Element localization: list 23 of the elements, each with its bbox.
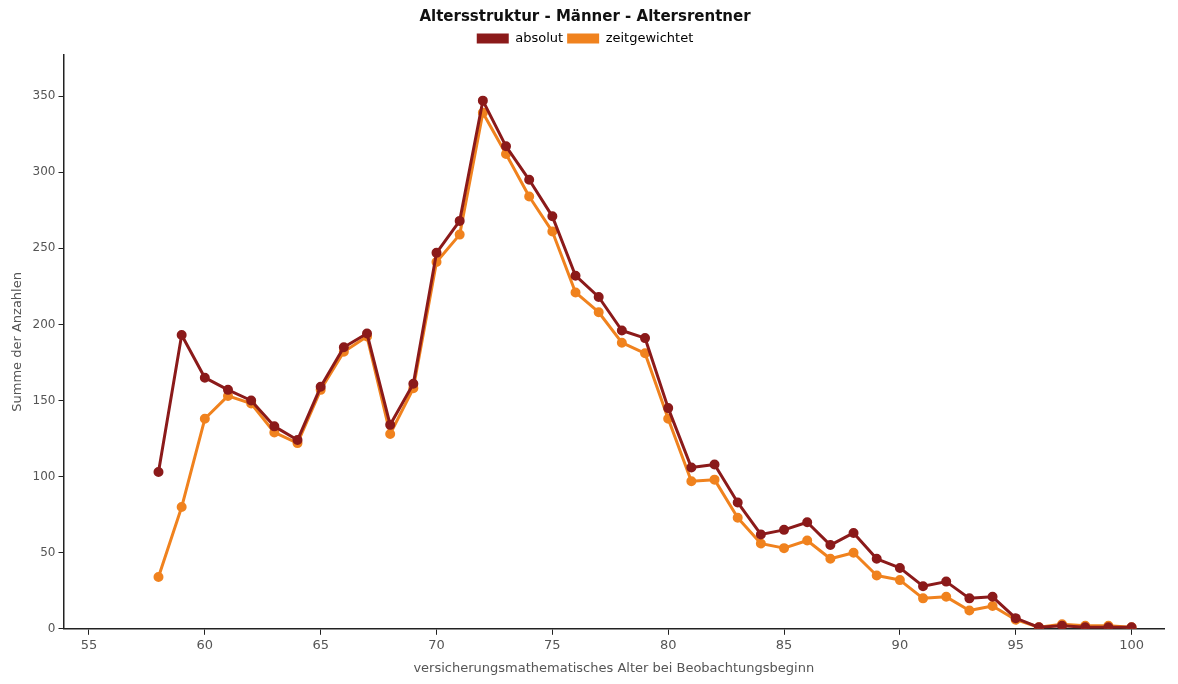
y-tick-label: 150 — [32, 392, 56, 407]
x-tick-label: 55 — [80, 636, 98, 652]
y-tick-label: 100 — [32, 468, 56, 483]
legend-label: zeitgewichtet — [605, 29, 694, 45]
y-tick-label: 50 — [40, 544, 56, 559]
y-axis-title: Summe der Anzahlen — [9, 272, 25, 412]
chart-title: Altersstruktur - Männer - Altersrentner — [419, 6, 752, 25]
x-tick-label: 80 — [659, 636, 677, 652]
y-tick-label: 350 — [32, 88, 56, 103]
x-tick-label: 85 — [775, 636, 793, 652]
x-tick-label: 100 — [1119, 636, 1144, 652]
x-tick-label: 90 — [891, 636, 909, 652]
y-tick-label: 250 — [32, 240, 56, 255]
y-tick-label: 0 — [47, 620, 56, 635]
y-tick-label: 200 — [32, 316, 56, 331]
x-tick-label: 75 — [544, 636, 561, 652]
x-tick-label: 65 — [312, 636, 329, 652]
x-tick-label: 70 — [428, 636, 445, 652]
x-tick-label: 60 — [196, 636, 214, 652]
x-axis-title: versicherungsmathematisches Alter bei Beobachtungsbeginn — [413, 659, 815, 675]
x-tick-label: 95 — [1007, 636, 1024, 652]
y-tick-label: 300 — [32, 164, 56, 179]
legend-label: absolut — [515, 29, 564, 45]
